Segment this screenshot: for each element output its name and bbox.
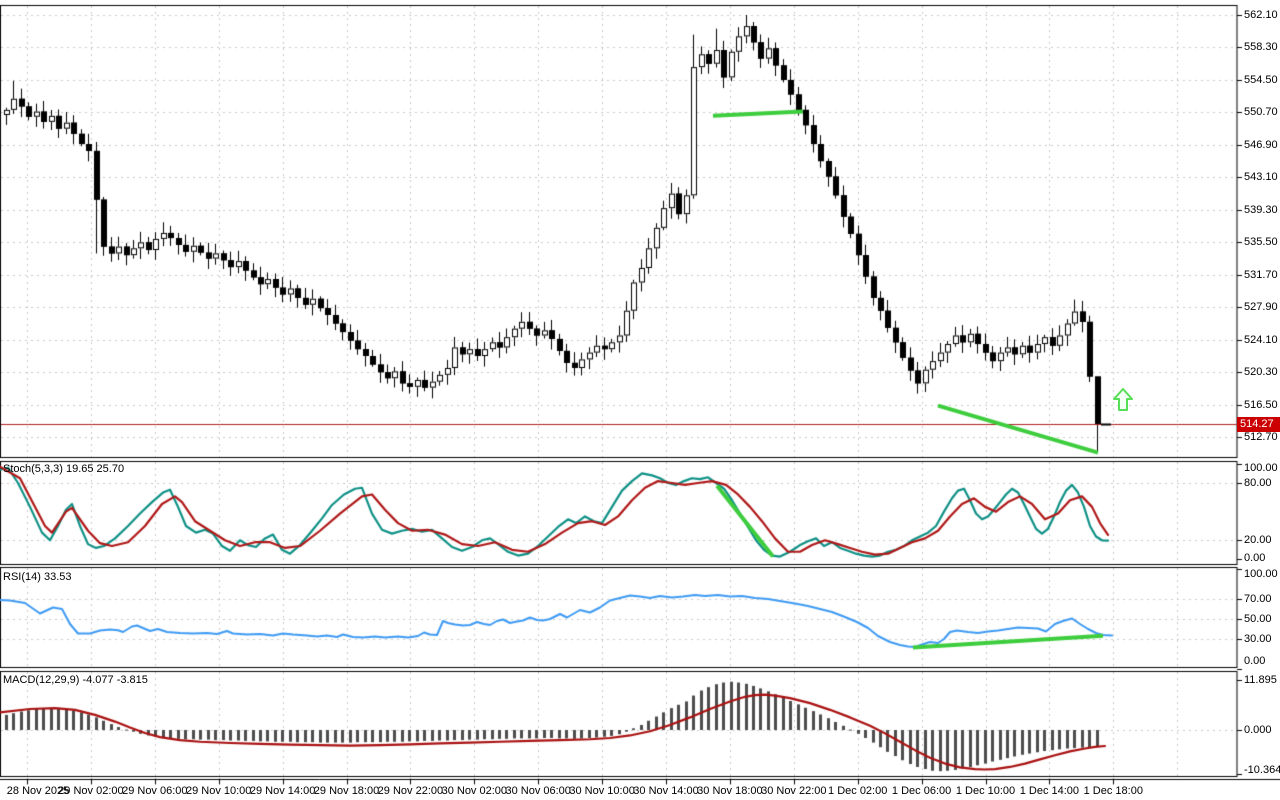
main-ytick-label: 558.30 [1244,41,1278,54]
macd-ytick-label: 0.000 [1244,724,1272,736]
rsi-ytick-label: 100.00 [1244,568,1278,580]
time-tick-label: 29 Nov 22:00 [377,785,444,797]
rsi-ytick-label: 30.00 [1244,633,1272,645]
time-tick-label: 29 Nov 14:00 [249,785,316,797]
stoch-ytick-label: 20.00 [1244,534,1272,547]
buy-signal-up-arrow-icon[interactable] [1112,388,1134,412]
main-ytick-label: 516.50 [1244,398,1278,411]
rsi-ytick-label: 70.00 [1244,593,1272,605]
current-price-badge: 514.27 [1237,416,1280,432]
stoch-indicator-label: Stoch(5,3,3) 19.65 25.70 [3,463,125,475]
time-tick-label: 29 Nov 10:00 [185,785,252,797]
time-tick-label: 1 Dec 06:00 [891,785,952,797]
main-ytick-label: 512.70 [1244,431,1278,444]
time-tick-label: 29 Nov 06:00 [122,785,188,797]
time-tick-label: 30 Nov 10:00 [569,785,635,797]
time-tick-label: 30 Nov 06:00 [505,785,571,797]
macd-ytick-label: 11.895 [1244,674,1277,687]
main-ytick-label: 546.90 [1244,138,1278,151]
time-tick-label: 1 Dec 18:00 [1083,785,1143,797]
stoch-ytick-label: 0.00 [1244,552,1266,564]
main-ytick-label: 535.50 [1244,236,1278,249]
rsi-indicator-label: RSI(14) 33.53 [3,571,72,583]
main-ytick-label: 527.90 [1244,301,1278,314]
time-tick-label: 30 Nov 14:00 [633,785,699,797]
time-tick-label: 29 Nov 02:00 [58,785,124,797]
time-tick-label: 1 Dec 10:00 [955,785,1016,797]
macd-indicator-label: MACD(12,29,9) -4.077 -3.815 [3,674,148,686]
time-tick-label: 30 Nov 18:00 [697,785,763,797]
main-ytick-label: 520.30 [1244,366,1278,379]
stoch-ytick-label: 80.00 [1244,477,1272,489]
rsi-ytick-label: 50.00 [1244,613,1272,625]
time-tick-label: 28 Nov 2025 [6,785,70,797]
stoch-ytick-label: 100.00 [1244,462,1278,474]
time-tick-label: 1 Dec 14:00 [1019,785,1080,797]
main-ytick-label: 543.10 [1244,171,1278,184]
macd-ytick-label: -10.364 [1244,764,1280,776]
main-ytick-label: 554.50 [1244,73,1278,86]
time-tick-label: 30 Nov 02:00 [441,785,508,797]
time-tick-label: 29 Nov 18:00 [313,785,380,797]
main-ytick-label: 562.10 [1244,9,1278,21]
main-ytick-label: 539.30 [1244,203,1278,216]
time-tick-label: 1 Dec 02:00 [828,785,888,797]
main-ytick-label: 524.10 [1244,333,1278,346]
rsi-ytick-label: 0.00 [1244,655,1266,667]
time-tick-label: 30 Nov 22:00 [761,785,827,797]
main-ytick-label: 550.70 [1244,106,1278,119]
main-ytick-label: 531.70 [1244,268,1278,281]
